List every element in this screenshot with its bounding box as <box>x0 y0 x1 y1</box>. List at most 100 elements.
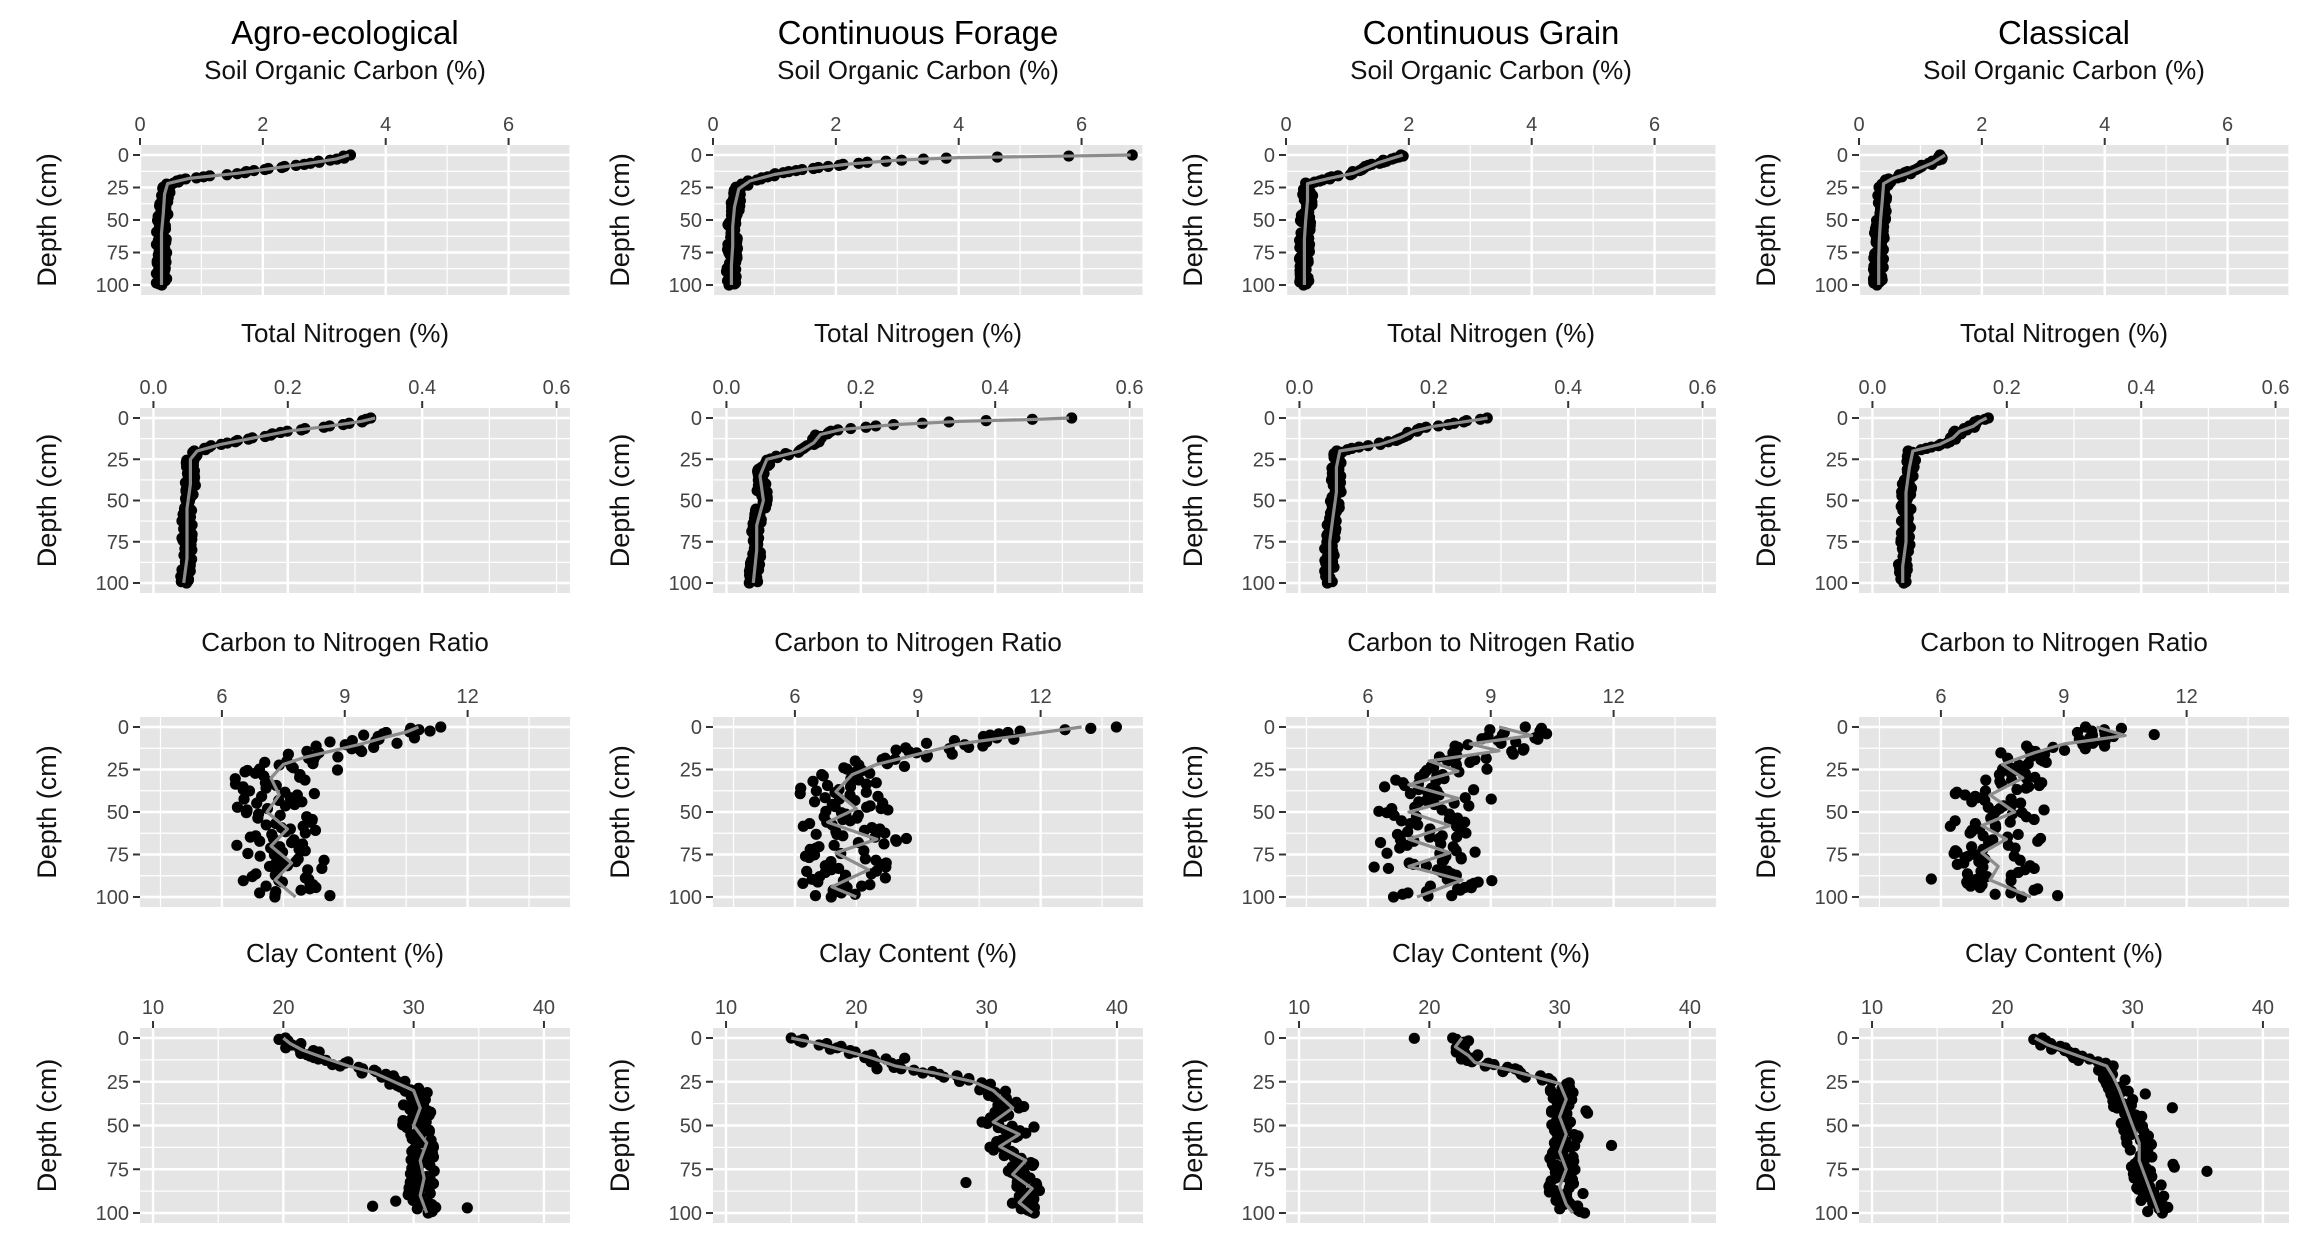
data-point <box>1519 721 1531 733</box>
x-tick-label: 0.0 <box>713 377 741 399</box>
x-tick-label: 6 <box>2222 114 2233 136</box>
x-tick-label: 0.4 <box>981 377 1009 399</box>
data-point <box>920 737 933 749</box>
x-tick-label: 10 <box>1861 997 1883 1019</box>
trend-line <box>282 1036 429 1214</box>
y-tick-label: 25 <box>680 760 702 782</box>
data-point <box>1980 774 1992 786</box>
data-point <box>289 798 301 811</box>
data-point <box>864 879 876 891</box>
x-tick-label: 0.6 <box>1689 377 1717 399</box>
data-point <box>397 1099 410 1111</box>
data-point <box>809 890 822 902</box>
panel-title: Clay Content (%) <box>1965 938 2163 968</box>
data-point <box>879 872 891 884</box>
x-tick-label: 9 <box>1485 686 1496 708</box>
x-tick-label: 20 <box>1418 997 1440 1019</box>
trend-line <box>1901 416 1988 583</box>
data-point <box>900 832 913 845</box>
data-point <box>797 877 809 890</box>
x-tick-label: 6 <box>216 686 227 708</box>
data-points <box>1368 721 1553 903</box>
x-tick-label: 0 <box>134 114 145 136</box>
y-tick-label: 25 <box>1826 178 1848 200</box>
data-point <box>1027 1159 1039 1171</box>
x-tick-label: 4 <box>2099 114 2110 136</box>
facet-panel: Total Nitrogen (%) 0.0 0.2 0.4 0.6 0 25 50 75 100… <box>32 318 570 595</box>
y-tick-label: 25 <box>107 760 129 782</box>
data-point <box>253 887 266 899</box>
data-point <box>1028 1121 1040 1133</box>
data-point <box>238 793 250 805</box>
data-point <box>1925 873 1937 885</box>
data-point <box>237 875 249 887</box>
x-tick-label: 0.2 <box>1993 377 2021 399</box>
data-point <box>1962 850 1974 862</box>
column-title: Classical <box>1998 14 2130 51</box>
data-point <box>332 751 344 763</box>
y-tick-label: 50 <box>1253 491 1275 513</box>
data-point <box>844 815 856 827</box>
data-point <box>2079 743 2091 755</box>
data-point <box>1469 846 1481 858</box>
y-tick-label: 75 <box>1253 532 1275 554</box>
data-point <box>998 1150 1010 1162</box>
y-axis-title: Depth (cm) <box>32 434 62 568</box>
data-point <box>2028 862 2040 875</box>
data-point <box>837 830 849 842</box>
x-tick-label: 12 <box>1029 686 1051 708</box>
data-point <box>860 778 872 790</box>
y-tick-label: 100 <box>1242 573 1275 595</box>
data-point <box>2038 804 2050 816</box>
y-tick-label: 50 <box>680 210 702 232</box>
data-point <box>316 862 328 875</box>
x-tick-label: 9 <box>912 686 923 708</box>
trend-line <box>729 153 1131 285</box>
data-point <box>1480 752 1492 764</box>
x-tick-label: 2 <box>257 114 268 136</box>
y-tick-label: 25 <box>1253 449 1275 471</box>
x-tick-label: 6 <box>503 114 514 136</box>
y-tick-label: 0 <box>1264 1028 1275 1050</box>
trend-line <box>1302 153 1404 285</box>
data-point <box>1028 1207 1040 1219</box>
data-point <box>1979 785 1992 797</box>
data-point <box>1871 279 1883 291</box>
data-point <box>1464 756 1476 768</box>
data-point <box>231 801 244 813</box>
facet-panel: Soil Organic Carbon (%) 0 2 4 6 0 25 50 75 100 Dep… <box>32 55 571 297</box>
data-point <box>987 1144 1000 1156</box>
data-points <box>273 1032 473 1219</box>
data-point <box>254 835 266 847</box>
y-tick-label: 75 <box>1253 1159 1275 1181</box>
y-tick-label: 25 <box>1253 178 1275 200</box>
x-tick-label: 2 <box>1403 114 1414 136</box>
y-tick-label: 100 <box>1242 887 1275 909</box>
x-tick-label: 10 <box>1288 997 1310 1019</box>
y-tick-label: 25 <box>1826 1072 1848 1094</box>
data-point <box>287 762 299 774</box>
y-tick-label: 50 <box>680 491 702 513</box>
data-point <box>1517 744 1529 756</box>
x-tick-label: 0.4 <box>1554 377 1582 399</box>
data-points <box>720 149 1138 291</box>
trend-line <box>2034 1036 2161 1214</box>
data-point <box>1412 819 1424 831</box>
column-title: Agro-ecological <box>231 14 458 51</box>
y-tick-label: 0 <box>118 1028 129 1050</box>
data-point <box>435 721 447 733</box>
panel-title: Clay Content (%) <box>819 938 1017 968</box>
data-point <box>2115 722 2128 734</box>
data-point <box>358 729 370 741</box>
data-point <box>819 792 831 804</box>
data-point <box>1507 748 1519 760</box>
x-tick-label: 0 <box>1280 114 1291 136</box>
y-tick-label: 25 <box>1826 760 1848 782</box>
data-point <box>304 883 316 895</box>
data-point <box>390 1195 402 1207</box>
data-point <box>812 876 824 888</box>
y-tick-label: 75 <box>107 845 129 867</box>
data-point <box>1948 847 1960 860</box>
data-point <box>900 742 912 754</box>
y-axis-title: Depth (cm) <box>32 1059 62 1193</box>
